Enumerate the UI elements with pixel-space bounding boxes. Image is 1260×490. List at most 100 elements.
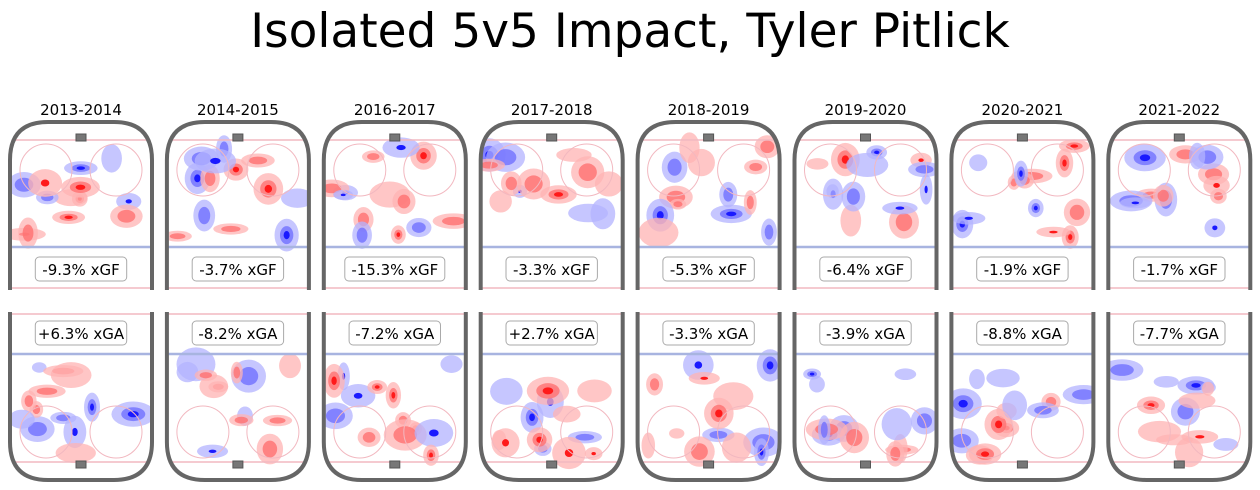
chart-title: Isolated 5v5 Impact, Tyler Pitlick [250, 4, 1010, 59]
positive-impact-peak [64, 215, 73, 219]
season-label: 2013-2014 [40, 101, 122, 119]
xgf-label: -1.7% xGF [1141, 261, 1218, 279]
positive-impact-region [55, 442, 96, 463]
positive-impact-core [890, 446, 901, 461]
positive-impact-core [749, 162, 763, 172]
positive-impact-core [1069, 204, 1085, 220]
faceoff-circle [89, 143, 143, 197]
negative-impact-peak [1212, 225, 1218, 231]
positive-impact-region [638, 217, 679, 248]
positive-impact-peak [980, 451, 990, 457]
xga-label-box [976, 320, 1069, 346]
xga-label: -3.9% xGA [826, 325, 906, 343]
positive-impact-core [24, 395, 34, 408]
negative-impact-peak [874, 150, 880, 155]
faceoff-circle [246, 143, 300, 197]
positive-impact-peak [331, 376, 337, 386]
rink-boards [8, 120, 154, 290]
negative-impact-core [764, 224, 774, 240]
negative-impact-region [10, 409, 35, 429]
faceoff-circle [1187, 143, 1241, 197]
negative-impact-peak [396, 145, 406, 151]
offense-rink: -15.3% xGF [321, 120, 468, 290]
faceoff-circle [89, 405, 143, 459]
positive-impact-core [22, 224, 34, 242]
net-icon [232, 460, 244, 469]
xgf-label-box [662, 256, 755, 282]
xga-label: -8.8% xGA [983, 325, 1063, 343]
negative-impact-region [969, 154, 988, 172]
negative-impact-peak [964, 216, 973, 220]
rink-boards [478, 120, 625, 290]
positive-impact-peak [1049, 230, 1058, 234]
net-icon [1173, 460, 1185, 469]
negative-impact-region [590, 198, 616, 230]
positive-impact-peak [232, 166, 240, 173]
offense-rink: -6.4% xGF [792, 120, 939, 290]
xga-label: -8.2% xGA [198, 325, 278, 343]
negative-impact-peak [90, 403, 95, 411]
negative-impact-peak [1191, 383, 1201, 388]
positive-impact-peak [40, 179, 50, 187]
faceoff-circle [1030, 143, 1084, 197]
net-icon [860, 460, 871, 469]
negative-impact-core [356, 227, 368, 243]
xgf-label-box [34, 256, 128, 282]
positive-impact-peak [918, 158, 924, 163]
offense-rink: -3.7% xGF [164, 120, 311, 290]
faceoff-circle [403, 143, 457, 197]
faceoff-circle [874, 405, 927, 459]
defense-rink: -7.2% xGA [321, 312, 468, 482]
season-label: 2018-2019 [668, 101, 750, 119]
positive-impact-core [1157, 189, 1169, 202]
defense-rink: +2.7% xGA [478, 312, 625, 482]
net-icon [703, 460, 715, 469]
xgf-label: -15.3% xGF [351, 261, 438, 279]
negative-impact-core [575, 433, 595, 441]
defense-rink: -8.8% xGA [949, 312, 1096, 482]
positive-impact-core [36, 387, 58, 395]
negative-impact-peak [809, 372, 815, 376]
negative-impact-peak [340, 193, 346, 197]
negative-impact-core [846, 188, 860, 205]
positive-impact-core [846, 428, 863, 447]
season-panel: 2014-2015 -3.7% xGF -8.2% xGA [164, 101, 311, 482]
positive-impact-peak [700, 376, 709, 380]
positive-impact-core [746, 195, 754, 210]
negative-impact-region [1189, 142, 1206, 170]
xga-label-box [819, 320, 912, 346]
positive-impact-region [1174, 437, 1204, 468]
positive-impact-region [577, 379, 612, 403]
faceoff-circle [960, 143, 1014, 197]
faceoff-circle [874, 143, 927, 197]
positive-impact-core [234, 416, 249, 424]
positive-impact-core [362, 432, 376, 443]
faceoff-circle [647, 405, 701, 459]
negative-impact-peak [208, 449, 217, 453]
positive-impact-region [806, 158, 829, 170]
rink-boards [949, 312, 1096, 482]
negative-impact-peak [1139, 154, 1151, 162]
defense-rink: -8.2% xGA [164, 312, 311, 482]
season-label: 2021-2022 [1138, 101, 1220, 119]
xga-label: -7.7% xGA [1140, 325, 1220, 343]
xga-label-box [34, 320, 128, 346]
positive-impact-core [393, 426, 418, 444]
negative-impact-region [490, 377, 523, 405]
negative-impact-peak [283, 231, 290, 240]
offense-rink: -1.9% xGF [949, 120, 1096, 290]
negative-impact-region [1002, 390, 1028, 421]
positive-impact-core [169, 233, 186, 240]
negative-impact-region [440, 355, 463, 373]
positive-impact-core [367, 153, 380, 161]
positive-impact-peak [553, 192, 564, 197]
faceoff-circle [1117, 143, 1171, 197]
rink-boards [1106, 312, 1253, 482]
negative-impact-peak [656, 211, 664, 220]
negative-impact-peak [125, 199, 132, 204]
negative-impact-region [1153, 375, 1179, 388]
faceoff-circle [717, 143, 771, 197]
xga-label-box [191, 320, 285, 346]
positive-impact-region [840, 204, 862, 237]
